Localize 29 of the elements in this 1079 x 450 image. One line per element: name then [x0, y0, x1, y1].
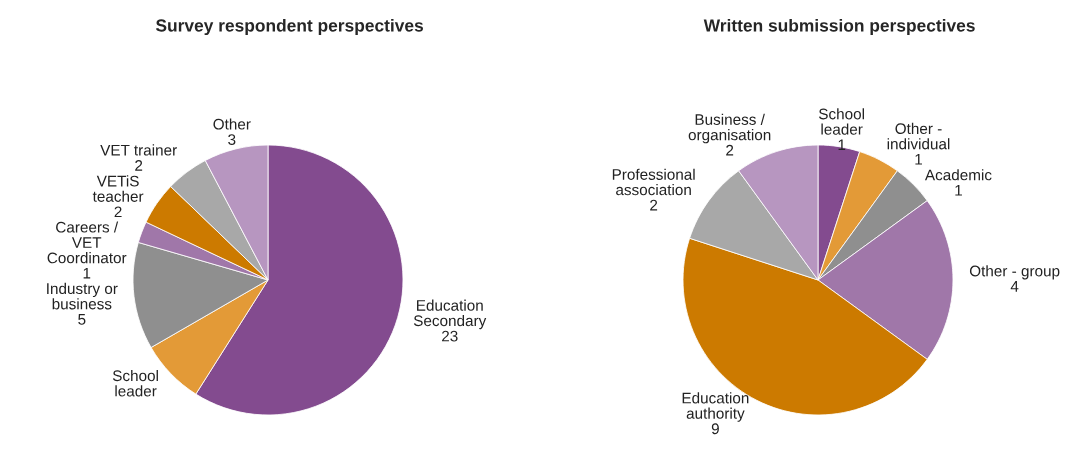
slice-label: School leader: [112, 369, 158, 397]
slice-label: Education Secondary: [413, 299, 487, 330]
slice-label: Industry or business: [47, 282, 118, 310]
data-label: 2: [726, 144, 734, 156]
chart-title: Written submission perspectives: [703, 18, 975, 36]
slice-label: Academic: [924, 169, 992, 181]
data-label: 4: [1010, 281, 1019, 292]
data-label: 5: [78, 314, 86, 325]
slice-label: Education authority: [682, 392, 749, 422]
data-label: 1: [83, 267, 91, 279]
slice-label: Business / organisation: [688, 113, 771, 144]
data-label: 2: [650, 199, 658, 211]
slice-label: VET trainer: [100, 144, 177, 156]
data-label: 2: [114, 206, 122, 218]
chart-title: Survey respondent perspectives: [155, 18, 423, 36]
slice-label: Other: [213, 118, 251, 130]
slice-label: Other - individual: [887, 122, 950, 150]
data-label: 1: [915, 154, 922, 165]
data-label: 1: [838, 139, 846, 150]
data-label: 9: [711, 423, 719, 435]
data-label: 2: [135, 160, 143, 171]
slice-label: School leader: [818, 108, 864, 135]
slice-label: Professional association: [612, 168, 695, 196]
slice-label: Other - group: [969, 265, 1060, 280]
data-label: 23: [442, 330, 458, 342]
data-label: 3: [228, 134, 236, 145]
slice-label: Careers / VET Coordinator: [47, 221, 127, 264]
data-label: 1: [955, 185, 962, 196]
slice-label: VETiS teacher: [92, 175, 144, 202]
